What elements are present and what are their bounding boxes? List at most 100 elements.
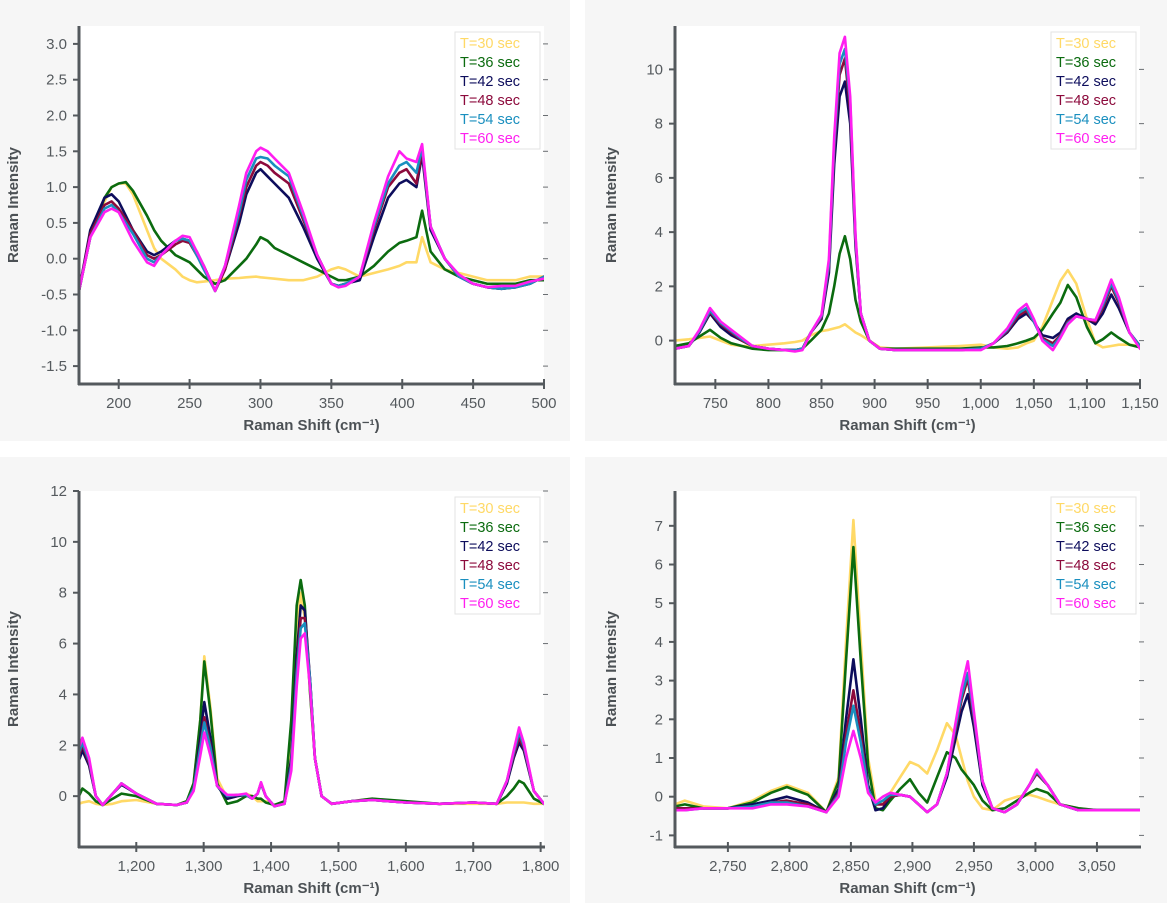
series-line-60s [675,660,1140,814]
y-tick-label: 2 [59,737,67,754]
legend-entry: T=30 sec [1056,36,1116,52]
x-tick-label: 900 [862,395,887,412]
legend-entry: T=36 sec [1056,520,1116,536]
y-tick-label: 1.5 [46,143,67,160]
y-tick-label: 10 [50,534,67,551]
x-axis-title: Raman Shift (cm⁻¹) [839,417,975,434]
legend-box [1050,496,1137,615]
x-tick-label: 500 [531,395,556,412]
y-tick-label: 3 [655,673,663,690]
y-tick-label: 6 [655,170,663,187]
series-line-60s [79,142,544,293]
x-tick-label: 1,600 [387,858,425,875]
x-tick-label: 1,500 [320,858,358,875]
x-axis-title: Raman Shift (cm⁻¹) [243,880,379,897]
legend-entry: T=60 sec [460,596,520,612]
series-group [79,142,544,293]
y-axis-title: Raman Intensity [5,146,22,263]
y-tick-label: 0.5 [46,215,67,232]
y-tick-label: -1.5 [41,358,67,375]
legend-entry: T=42 sec [460,539,520,555]
x-tick-label: 1,800 [522,858,560,875]
chart-svg: 0 2 4 6 8 10 750 800 850 900 950 1,000 1,050 1,100 1,1… [603,26,1159,434]
y-tick-label: 8 [59,585,67,602]
series-group [79,578,544,808]
y-tick-label: 12 [50,483,67,500]
legend-entry: T=36 sec [460,55,520,71]
legend-entry: T=60 sec [460,131,520,147]
series-group [675,35,1140,353]
y-tick-label: 10 [646,61,663,78]
legend-entry: T=54 sec [460,577,520,593]
y-tick-label: 0 [655,333,663,350]
x-tick-label: 200 [106,395,131,412]
x-tick-label: 2,950 [955,858,993,875]
x-tick-label: 1,300 [185,858,223,875]
x-tick-label: 1,150 [1121,395,1159,412]
legend-entry: T=48 sec [1056,558,1116,574]
legend-entry: T=42 sec [1056,539,1116,555]
series-line-60s [675,35,1140,353]
series-line-36s [79,180,544,293]
y-tick-label: 2 [655,711,663,728]
x-tick-label: 400 [390,395,415,412]
chart-panel-mid-shift: 0 2 4 6 8 10 750 800 850 900 950 1,000 1,050 1,100 1,1… [585,0,1167,441]
series-line-60s [79,632,544,808]
legend-entry: T=54 sec [1056,577,1116,593]
y-tick-label: -1.0 [41,322,67,339]
y-axis-title: Raman Intensity [5,610,22,727]
legend-entry: T=30 sec [460,501,520,517]
series-group [675,518,1140,814]
legend-entry: T=42 sec [1056,74,1116,90]
x-tick-label: 2,750 [709,858,747,875]
chart-svg: 0 2 4 6 8 10 12 1,200 1,300 1,400 1,500 1,600 1,700 1… [5,483,560,897]
y-tick-label: 7 [655,518,663,535]
y-axis-title: Raman Intensity [603,146,620,263]
y-tick-label: 0.0 [46,251,67,268]
y-tick-label: -0.5 [41,287,67,304]
x-tick-label: 1,200 [118,858,156,875]
legend-entry: T=36 sec [1056,55,1116,71]
y-tick-label: 6 [655,557,663,574]
x-tick-label: 3,000 [1017,858,1055,875]
legend-box [454,31,541,150]
legend-box [1050,31,1137,150]
x-tick-label: 350 [319,395,344,412]
x-axis-title: Raman Shift (cm⁻¹) [839,880,975,897]
x-tick-label: 2,800 [771,858,809,875]
y-tick-label: 5 [655,595,663,612]
chart-panel-fingerprint: 0 2 4 6 8 10 12 1,200 1,300 1,400 1,500 1,600 1,700 1… [0,457,570,903]
x-tick-label: 1,000 [962,395,1000,412]
legend-entry: T=54 sec [1056,112,1116,128]
y-tick-label: 4 [655,224,663,241]
x-tick-label: 850 [809,395,834,412]
legend-entry: T=36 sec [460,520,520,536]
x-tick-label: 450 [461,395,486,412]
y-tick-label: 1 [655,750,663,767]
legend-entry: T=60 sec [1056,131,1116,147]
x-tick-label: 250 [177,395,202,412]
y-tick-label: 8 [655,116,663,133]
x-tick-label: 1,400 [252,858,290,875]
y-tick-label: 2.0 [46,108,67,125]
x-tick-label: 1,700 [454,858,492,875]
chart-panel-ch-stretch: -1 0 1 2 3 4 5 6 7 2,750 2,800 2,850 2,900 2,950 3,000… [585,457,1167,903]
y-tick-label: -1 [650,827,663,844]
legend-entry: T=30 sec [460,36,520,52]
x-tick-label: 950 [915,395,940,412]
y-tick-label: 3.0 [46,36,67,53]
chart-svg: -1 0 1 2 3 4 5 6 7 2,750 2,800 2,850 2,900 2,950 3,000… [603,491,1144,897]
x-tick-label: 300 [248,395,273,412]
y-tick-label: 4 [59,686,67,703]
series-line-30s [675,518,1140,814]
x-tick-label: 1,100 [1068,395,1106,412]
y-tick-label: 0 [655,789,663,806]
y-tick-label: 1.0 [46,179,67,196]
y-tick-label: 6 [59,636,67,653]
legend-entry: T=42 sec [460,74,520,90]
legend-box [454,496,541,615]
y-tick-label: 4 [655,634,663,651]
legend-entry: T=54 sec [460,112,520,128]
legend-entry: T=30 sec [1056,501,1116,517]
y-tick-label: 0 [59,788,67,805]
